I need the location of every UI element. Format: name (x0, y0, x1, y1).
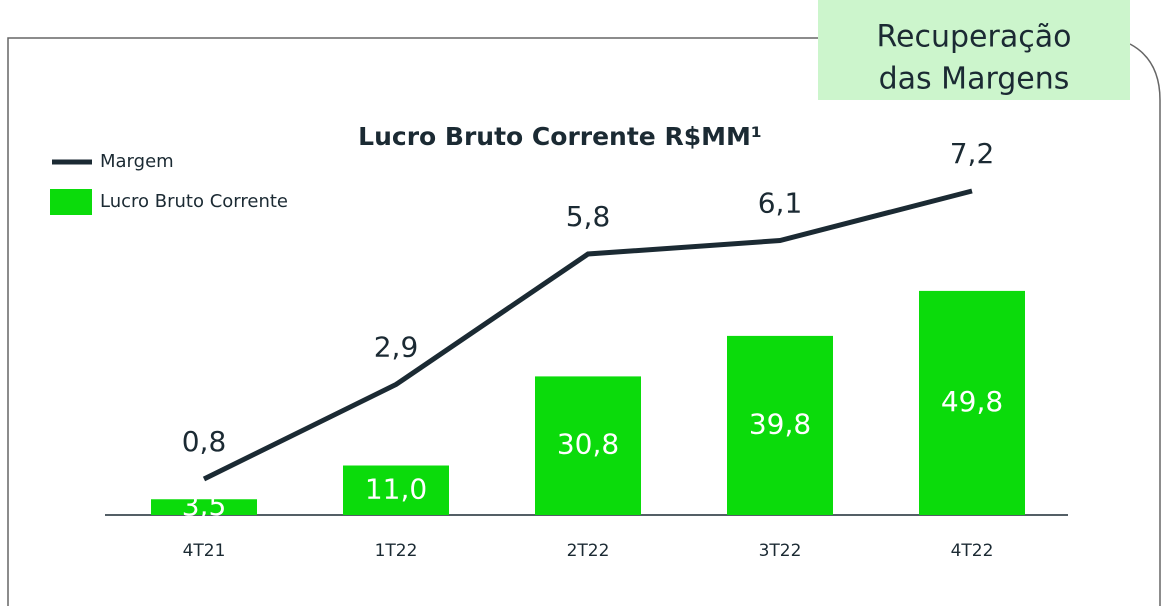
line-value-label: 5,8 (566, 200, 611, 233)
line-value-label: 2,9 (374, 331, 419, 364)
legend-label: Lucro Bruto Corrente (100, 191, 288, 212)
x-tick-label: 4T22 (951, 541, 994, 561)
x-tick-label: 4T21 (183, 541, 226, 561)
legend-label: Margem (100, 151, 174, 172)
bar-value-label: 30,8 (557, 428, 619, 461)
bar-value-label: 49,8 (941, 385, 1003, 418)
bar-value-label: 3,5 (182, 489, 227, 522)
bar-value-label: 11,0 (365, 472, 427, 505)
frame (7, 37, 818, 606)
bar-value-label: 39,8 (749, 407, 811, 440)
frame-curve (1129, 43, 1161, 606)
bar (727, 335, 833, 515)
x-tick-label: 2T22 (567, 541, 610, 561)
x-tick-label: 1T22 (375, 541, 418, 561)
bar (343, 465, 449, 515)
line-value-label: 6,1 (758, 187, 803, 220)
bar (151, 499, 257, 515)
callout-text: Recuperação (877, 20, 1072, 55)
legend-marker (50, 189, 92, 215)
bar (919, 290, 1025, 515)
bar (535, 376, 641, 515)
callout-box (818, 0, 1130, 100)
line-value-label: 7,2 (950, 137, 995, 170)
callout-text: das Margens (879, 62, 1070, 97)
x-tick-label: 3T22 (759, 541, 802, 561)
chart-title: Lucro Bruto Corrente R$MM¹ (358, 122, 762, 151)
line (202, 188, 973, 482)
line-value-label: 0,8 (182, 425, 227, 458)
